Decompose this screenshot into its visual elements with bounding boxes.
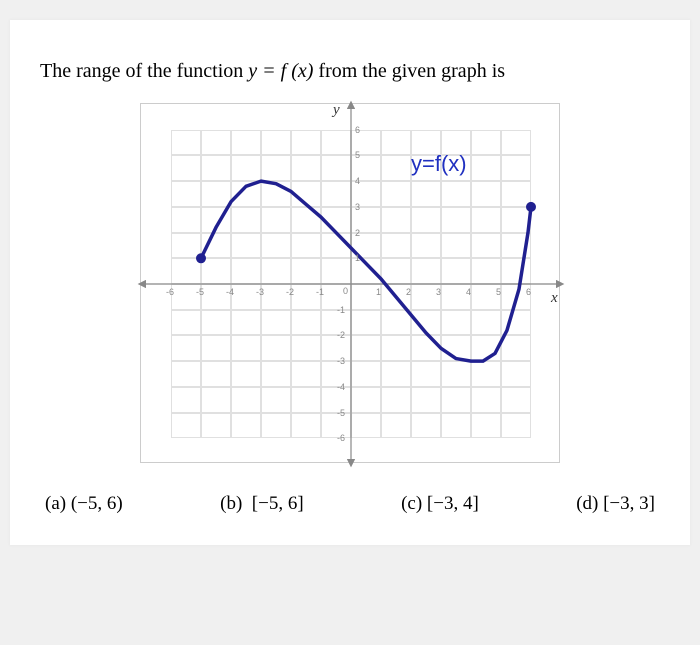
chart-container: -6-5-4-3-2-10123456-6-5-4-3-2-1123456yxy… bbox=[40, 103, 660, 463]
answer-a[interactable]: (a) (−5, 6) bbox=[45, 493, 123, 515]
question-pre: The range of the function bbox=[40, 60, 248, 82]
answer-c[interactable]: (c) [−3, 4] bbox=[401, 493, 479, 515]
function-graph: -6-5-4-3-2-10123456-6-5-4-3-2-1123456yxy… bbox=[140, 103, 560, 463]
question-text: The range of the function y = f (x) from… bbox=[40, 60, 660, 83]
question-eq: y = f (x) bbox=[248, 60, 313, 82]
answer-row: (a) (−5, 6) (b) [−5, 6] (c) [−3, 4] (d) … bbox=[40, 493, 660, 515]
answer-d[interactable]: (d) [−3, 3] bbox=[576, 493, 655, 515]
question-post: from the given graph is bbox=[313, 60, 505, 82]
answer-b[interactable]: (b) [−5, 6] bbox=[220, 493, 304, 515]
question-card: The range of the function y = f (x) from… bbox=[10, 20, 690, 545]
function-label: y=f(x) bbox=[411, 151, 467, 177]
